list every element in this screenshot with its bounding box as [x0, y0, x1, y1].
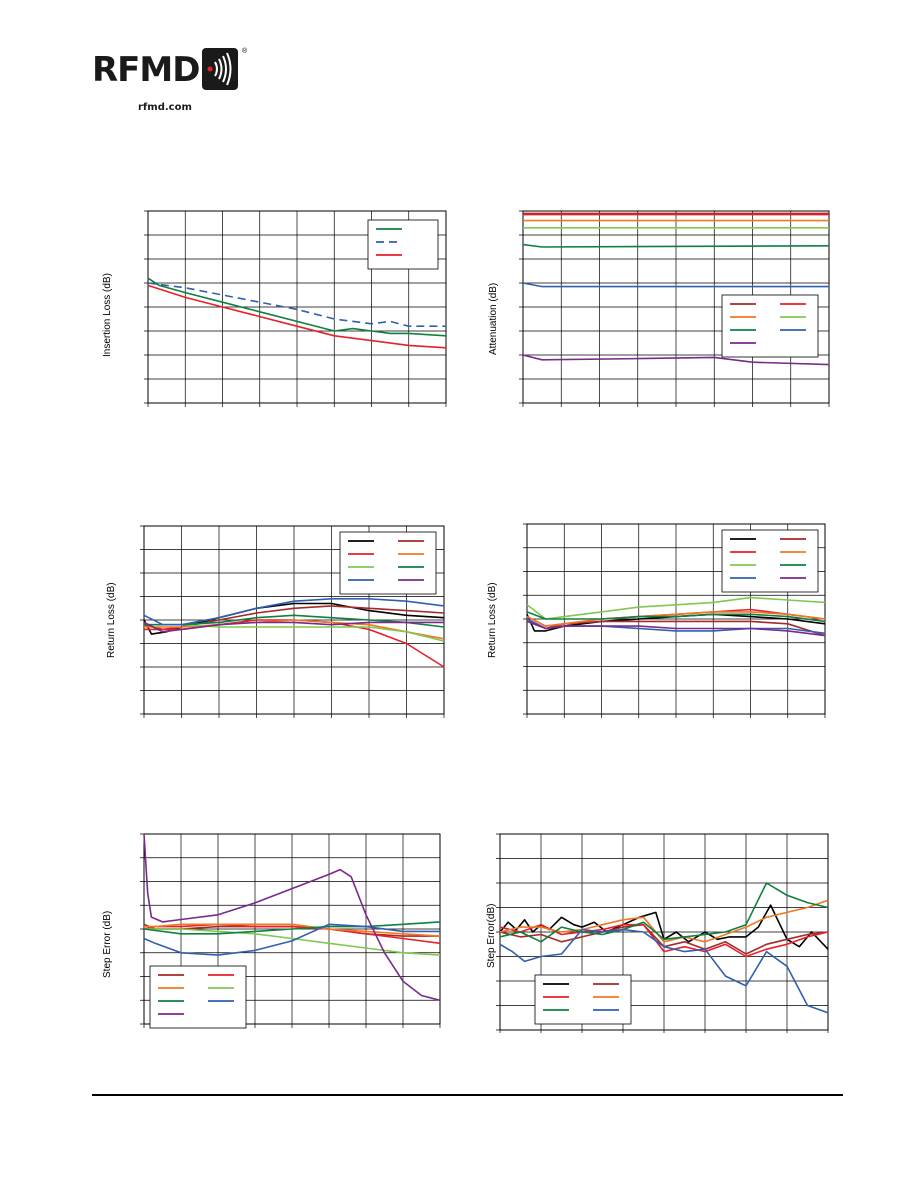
chart-return-loss-input: Return Loss (dB) — [100, 518, 460, 723]
series-line-purple — [522, 354, 830, 366]
registered-mark: ® — [242, 48, 248, 55]
series-line-green — [499, 882, 829, 943]
series-line-blue — [499, 928, 829, 1014]
series-line-lightgreen — [144, 928, 441, 956]
series-line-green — [147, 277, 447, 337]
series-line-green — [526, 611, 826, 623]
chart-step-error-1: Step Error (dB) — [100, 828, 460, 1033]
legend-box — [534, 974, 632, 1025]
chart-step-error-2: Step Error(dB) — [480, 828, 840, 1033]
footer-divider — [92, 1094, 843, 1096]
series-line-blue — [143, 598, 445, 626]
chart-insertion-loss: Insertion Loss (dB) — [100, 205, 460, 410]
logo-brand: RFMD — [92, 50, 200, 90]
series-line-darkred — [143, 605, 445, 631]
rfmd-logo: RFMD ® rfmd.com — [92, 48, 252, 120]
series-line-orange — [526, 611, 826, 627]
series-line-green — [143, 921, 441, 935]
series-line-black — [499, 904, 829, 950]
plot-frame — [147, 210, 447, 404]
legend-box — [721, 294, 819, 358]
logo-waves-icon — [202, 48, 238, 90]
legend-box — [149, 965, 247, 1029]
series-line-red — [147, 284, 447, 349]
plot-area — [496, 833, 829, 1033]
series-line-darkred — [526, 618, 826, 637]
series-line-lightgreen — [526, 596, 826, 620]
plot-frame — [522, 210, 830, 404]
legend-box — [367, 219, 439, 270]
chart-return-loss-output: Return Loss (dB) — [480, 518, 840, 723]
series-line-blue — [147, 282, 446, 327]
plot-area — [140, 833, 441, 1029]
legend-box — [721, 529, 819, 593]
logo-url: rfmd.com — [138, 102, 192, 113]
series-line-orange — [144, 923, 441, 937]
series-line-orange — [499, 899, 829, 943]
plot-area — [144, 210, 447, 407]
chart-attenuation: Attenuation (dB) — [480, 205, 840, 410]
series-line-red — [143, 923, 441, 945]
plot-area — [140, 525, 445, 718]
series-line-black — [526, 613, 826, 632]
series-line-purple — [526, 620, 826, 637]
series-line-purple — [143, 621, 444, 633]
series-line-green — [144, 614, 445, 628]
series-line-blue — [143, 923, 440, 956]
series-line-blue — [522, 282, 829, 288]
plot-area — [523, 523, 826, 718]
series-line-lightgreen — [144, 623, 445, 642]
series-line-purple — [143, 833, 441, 1002]
series-line-green — [522, 243, 830, 248]
plot-area — [519, 210, 830, 407]
legend-box — [339, 531, 437, 595]
